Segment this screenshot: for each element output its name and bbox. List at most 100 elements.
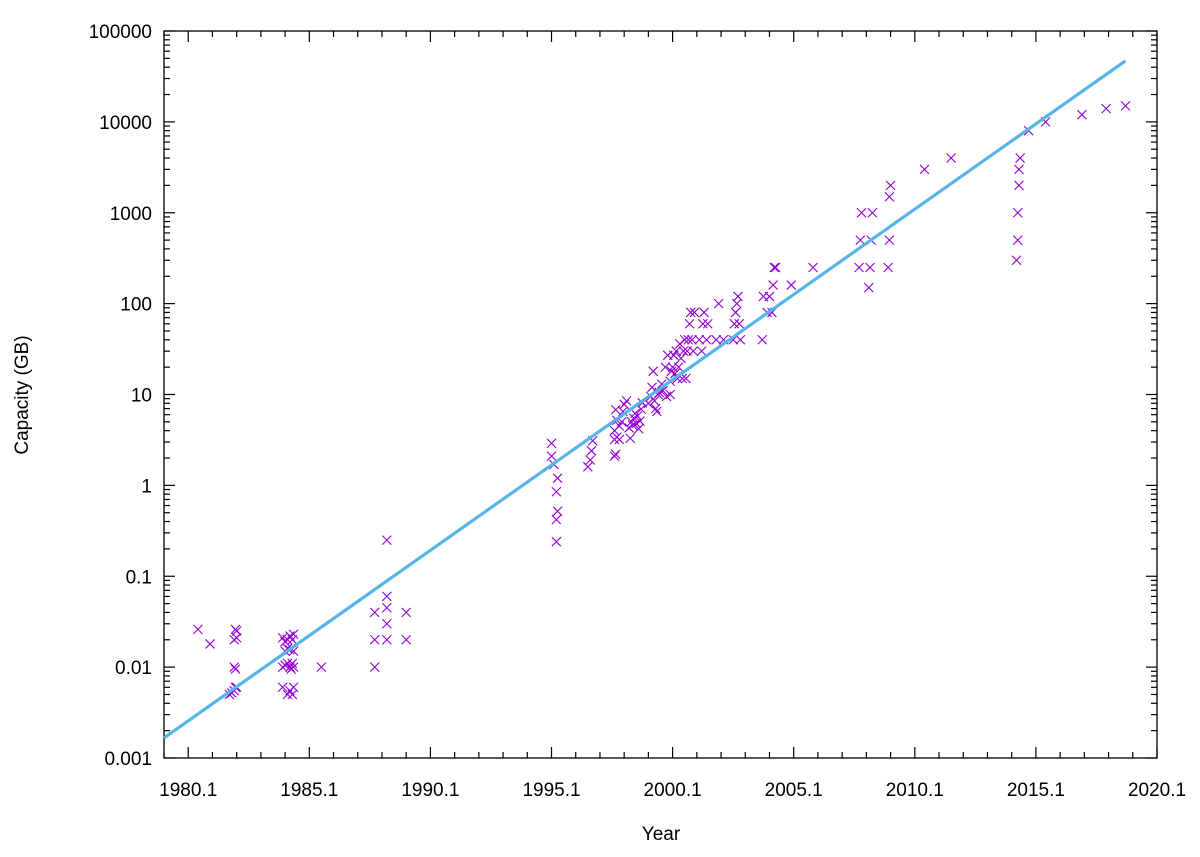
y-tick-label: 100	[120, 295, 152, 316]
fit-line-group	[163, 60, 1126, 739]
data-point	[381, 535, 392, 545]
data-point	[586, 445, 597, 456]
data-point	[369, 607, 380, 618]
data-point	[229, 662, 240, 673]
data-point	[585, 455, 596, 465]
y-tick-label: 1000	[110, 204, 152, 225]
data-point	[381, 618, 392, 629]
data-point	[764, 291, 775, 302]
data-point	[786, 280, 797, 290]
data-point	[277, 682, 288, 693]
data-point	[671, 346, 682, 357]
data-point	[684, 318, 695, 329]
data-point	[231, 632, 242, 643]
x-tick-label: 2000.1	[644, 780, 702, 801]
y-tick-label: 10	[131, 386, 152, 407]
data-point	[636, 404, 647, 415]
data-point	[231, 626, 242, 636]
data-point	[713, 298, 724, 309]
y-tick-label: 0.1	[126, 567, 152, 588]
y-axis-title: Capacity (GB)	[12, 335, 33, 454]
data-point	[614, 434, 625, 445]
data-point	[287, 658, 298, 669]
data-point	[885, 180, 896, 191]
data-point	[729, 318, 740, 329]
data-point	[381, 602, 392, 613]
data-point	[650, 403, 661, 414]
x-tick-label: 1985.1	[280, 780, 338, 801]
data-point	[702, 318, 713, 329]
y-tick-label: 0.01	[115, 658, 152, 679]
data-point	[288, 682, 299, 693]
x-tick-label: 2010.1	[886, 780, 944, 801]
data-point	[1101, 103, 1112, 114]
data-point	[855, 235, 866, 245]
data-point	[401, 607, 412, 618]
data-point	[401, 634, 412, 645]
x-tick-label: 2020.1	[1128, 780, 1186, 801]
data-point	[551, 514, 562, 525]
data-point	[193, 624, 203, 635]
fit-line	[163, 60, 1126, 739]
data-point	[551, 486, 562, 497]
data-point	[863, 282, 874, 293]
data-point	[884, 191, 895, 202]
data-point	[381, 591, 392, 602]
tick-marks	[163, 30, 1158, 759]
data-point	[694, 334, 705, 345]
x-tick-label: 1980.1	[159, 780, 217, 801]
data-point	[696, 346, 707, 357]
data-point	[711, 334, 722, 345]
data-point	[648, 366, 659, 377]
data-point	[757, 334, 768, 345]
data-point	[699, 307, 709, 318]
data-point	[769, 262, 780, 273]
data-point	[1012, 235, 1023, 245]
data-point	[676, 353, 686, 364]
data-point	[673, 362, 684, 373]
data-point	[1011, 255, 1022, 266]
data-point	[687, 334, 697, 345]
data-point	[665, 389, 676, 400]
x-tick-label: 1990.1	[401, 780, 459, 801]
data-point	[660, 362, 671, 373]
data-point	[230, 664, 241, 675]
data-point	[701, 334, 712, 345]
data-point	[632, 411, 643, 421]
data-point	[688, 346, 699, 357]
data-point	[635, 416, 645, 426]
data-point	[865, 262, 875, 273]
data-point	[919, 164, 930, 175]
data-point	[946, 153, 957, 163]
data-point	[679, 334, 690, 345]
data-point	[770, 262, 781, 273]
data-point	[1015, 153, 1026, 163]
data-point	[867, 207, 878, 218]
data-point	[1120, 100, 1131, 111]
data-point	[883, 262, 894, 273]
data-point	[854, 262, 864, 273]
x-tick-label: 2015.1	[1007, 780, 1065, 801]
data-point	[610, 449, 621, 460]
data-point	[808, 262, 818, 273]
data-point	[1077, 109, 1087, 120]
data-point	[582, 461, 593, 472]
y-tick-label: 0.001	[104, 749, 152, 770]
data-point	[551, 536, 562, 547]
data-point	[369, 662, 380, 673]
x-tick-label: 1995.1	[522, 780, 580, 801]
data-point	[651, 406, 662, 417]
tick-labels: 1980.1 1985.1 1990.1 1995.1 2000.1 2005.1 2010…	[89, 22, 1186, 801]
data-point	[733, 291, 743, 302]
data-point	[1012, 207, 1023, 218]
data-point	[678, 346, 689, 357]
x-tick-label: 2005.1	[765, 780, 823, 801]
y-tick-label: 10000	[99, 113, 152, 134]
data-point	[689, 307, 700, 318]
data-point	[316, 662, 327, 673]
data-point	[546, 438, 557, 449]
data-point	[730, 307, 741, 318]
data-points	[193, 100, 1131, 700]
data-point	[884, 235, 895, 245]
